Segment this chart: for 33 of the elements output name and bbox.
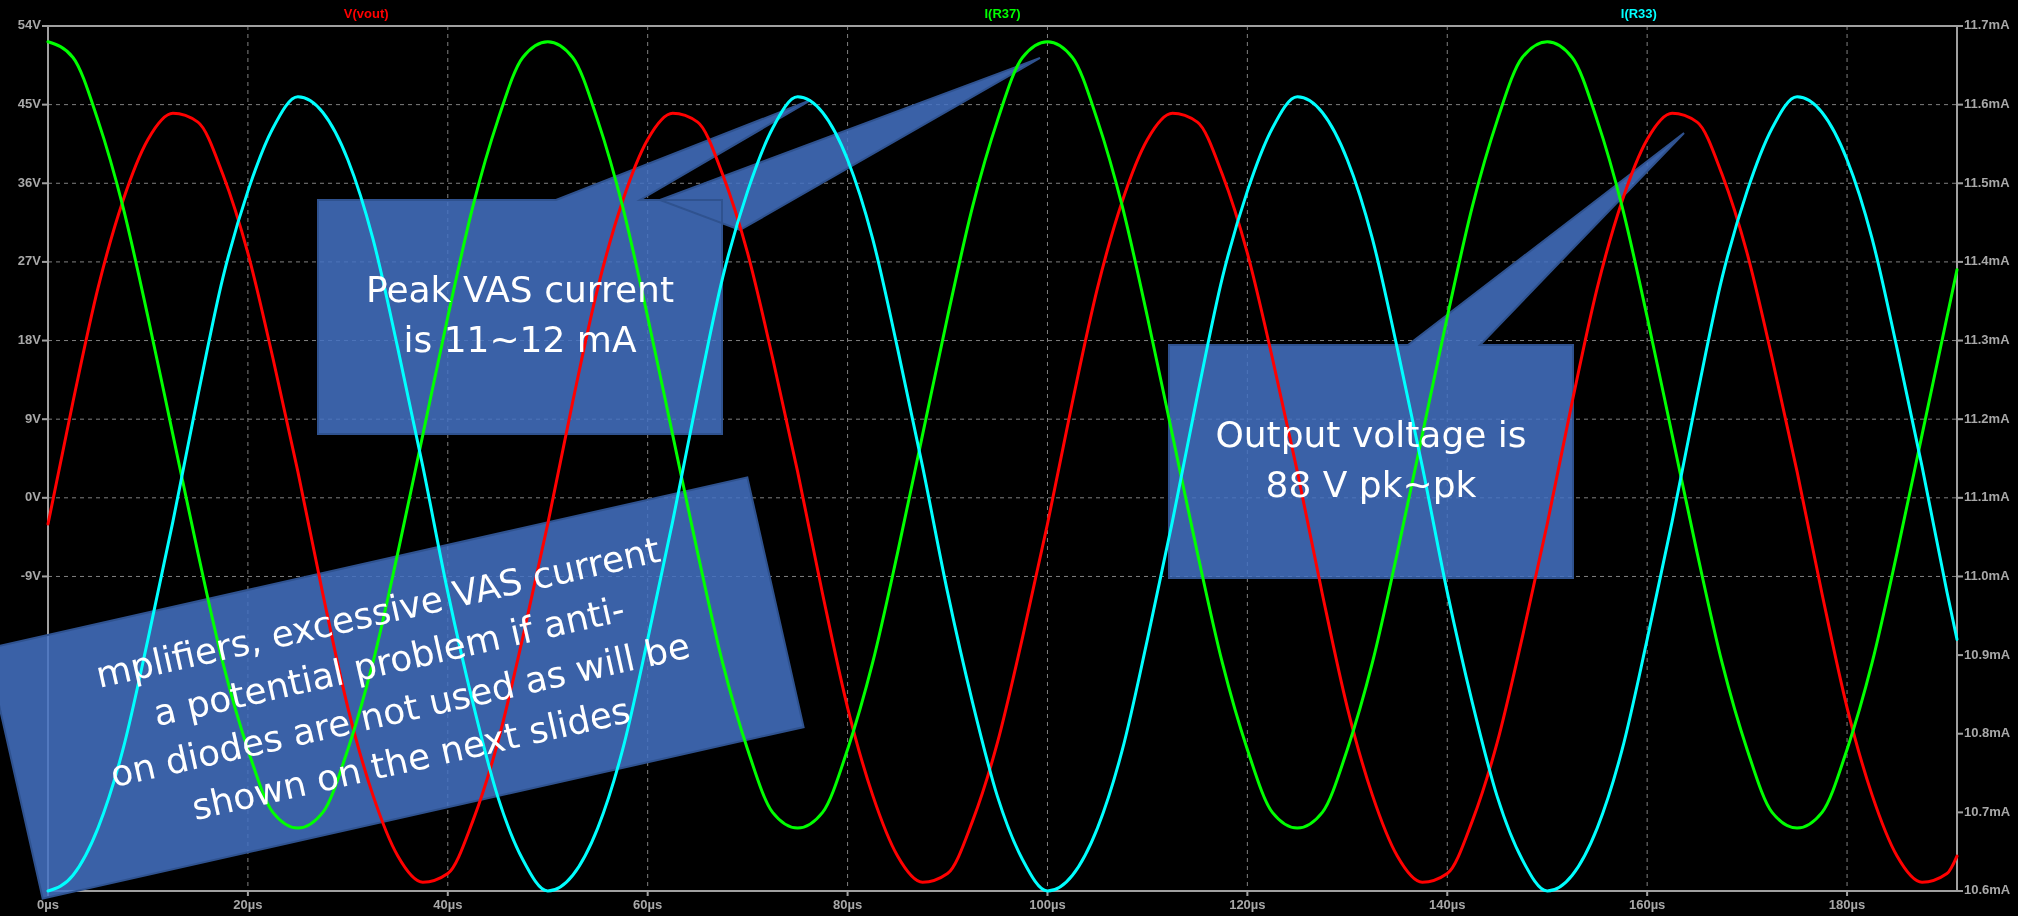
- y-tick-label: -9V: [20, 567, 42, 583]
- x-tick-label: 140µs: [1429, 897, 1466, 912]
- x-tick-label: 20µs: [233, 897, 263, 912]
- y2-tick-label: 11.3mA: [1964, 331, 2011, 347]
- x-tick-label: 180µs: [1828, 897, 1866, 912]
- y-tick-label: 36V: [17, 174, 42, 190]
- x-tick-label: 40µs: [433, 897, 463, 912]
- y2-tick-label: 10.8mA: [1964, 725, 2011, 741]
- x-tick-label: 120µs: [1229, 897, 1266, 912]
- y2-tick-label: 10.6mA: [1964, 882, 2011, 898]
- y2-tick-label: 10.9mA: [1964, 646, 2011, 662]
- text: I(R33): [1620, 6, 1657, 21]
- y-tick-label: 45V: [17, 96, 42, 112]
- y-tick-label: 0V: [25, 489, 42, 505]
- y2-tick-label: 11.4mA: [1964, 253, 2011, 269]
- y-tick-label: 9V: [25, 410, 42, 426]
- y2-tick-label: 11.2mA: [1964, 410, 2011, 426]
- y2-tick-label: 11.0mA: [1964, 567, 2011, 583]
- x-tick-label: 160µs: [1628, 897, 1666, 912]
- y2-tick-label: 11.6mA: [1964, 96, 2011, 112]
- x-tick-label: 0µs: [37, 897, 59, 912]
- x-tick-label: 60µs: [633, 897, 663, 912]
- text: I(R37): [984, 6, 1021, 21]
- y-tick-label: 27V: [17, 253, 42, 269]
- y2-tick-label: 11.5mA: [1964, 174, 2011, 190]
- y2-tick-label: 10.7mA: [1964, 803, 2011, 819]
- x-tick-label: 100µs: [1029, 897, 1066, 912]
- y2-tick-label: 11.1mA: [1964, 489, 2011, 505]
- y-tick-label: 54V: [17, 17, 42, 33]
- y-tick-label: 18V: [17, 331, 42, 347]
- y2-tick-label: 11.7mA: [1964, 17, 2011, 33]
- text: V(vout): [343, 6, 389, 21]
- x-tick-label: 80µs: [832, 897, 863, 912]
